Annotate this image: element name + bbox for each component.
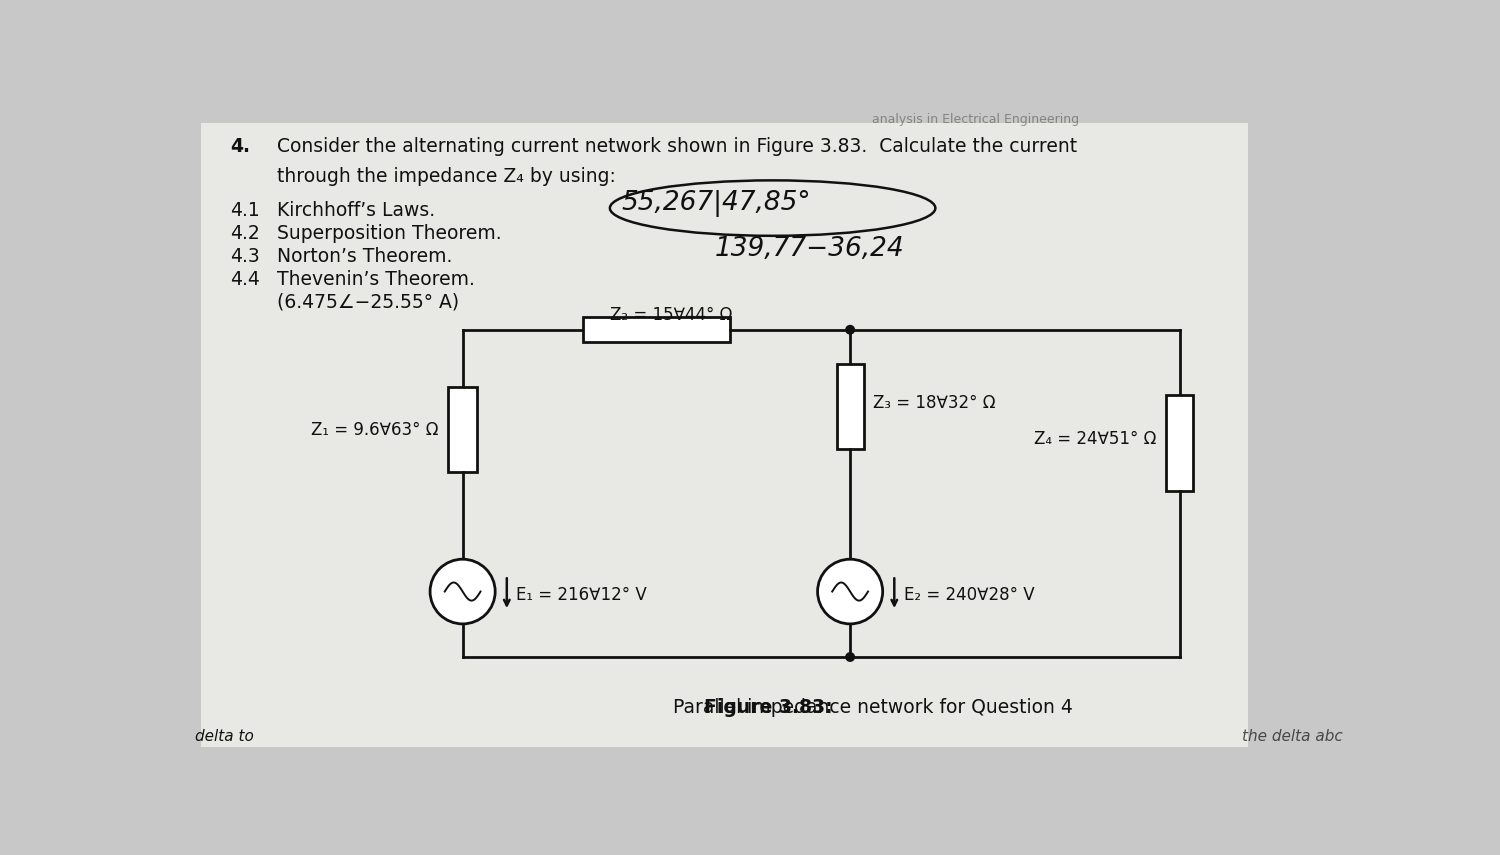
Text: E₂ = 240∀28° V: E₂ = 240∀28° V — [903, 587, 1034, 604]
Text: (6.475∠−25.55° A): (6.475∠−25.55° A) — [276, 292, 459, 312]
Text: 139,77−36,24: 139,77−36,24 — [714, 236, 904, 262]
Circle shape — [818, 559, 882, 624]
Text: Thevenin’s Theorem.: Thevenin’s Theorem. — [276, 270, 474, 290]
Text: analysis in Electrical Engineering: analysis in Electrical Engineering — [871, 113, 1078, 126]
Text: 4.3: 4.3 — [230, 247, 260, 267]
Text: Kirchhoff’s Laws.: Kirchhoff’s Laws. — [276, 201, 435, 220]
Bar — [837, 364, 864, 449]
Text: 4.: 4. — [230, 138, 251, 156]
Text: E₁ = 216∀12° V: E₁ = 216∀12° V — [516, 587, 646, 604]
Text: Z₂ = 15∀44° Ω: Z₂ = 15∀44° Ω — [610, 305, 732, 323]
Text: delta to: delta to — [195, 728, 254, 744]
Text: 55,267|47,85°: 55,267|47,85° — [621, 190, 812, 216]
Text: Z₃ = 18∀32° Ω: Z₃ = 18∀32° Ω — [873, 394, 996, 412]
Text: through the impedance Z₄ by using:: through the impedance Z₄ by using: — [276, 167, 615, 186]
Text: Figure 3.83:: Figure 3.83: — [705, 698, 833, 716]
Bar — [582, 317, 730, 342]
Text: 4.1: 4.1 — [230, 201, 260, 220]
Text: Norton’s Theorem.: Norton’s Theorem. — [276, 247, 452, 267]
Circle shape — [846, 652, 855, 661]
Text: 4.2: 4.2 — [230, 224, 260, 244]
Text: Consider the alternating current network shown in Figure 3.83.  Calculate the cu: Consider the alternating current network… — [276, 138, 1077, 156]
Bar — [1166, 395, 1192, 492]
Circle shape — [430, 559, 495, 624]
Text: 4.4: 4.4 — [230, 270, 260, 290]
Text: Superposition Theorem.: Superposition Theorem. — [276, 224, 501, 244]
Bar — [448, 387, 477, 472]
Text: Z₄ = 24∀51° Ω: Z₄ = 24∀51° Ω — [1035, 430, 1156, 449]
Text: the delta abc: the delta abc — [1242, 728, 1342, 744]
Text: Parallel impedance network for Question 4: Parallel impedance network for Question … — [666, 698, 1072, 716]
Text: Z₁ = 9.6∀63° Ω: Z₁ = 9.6∀63° Ω — [310, 421, 438, 439]
Circle shape — [846, 326, 855, 334]
